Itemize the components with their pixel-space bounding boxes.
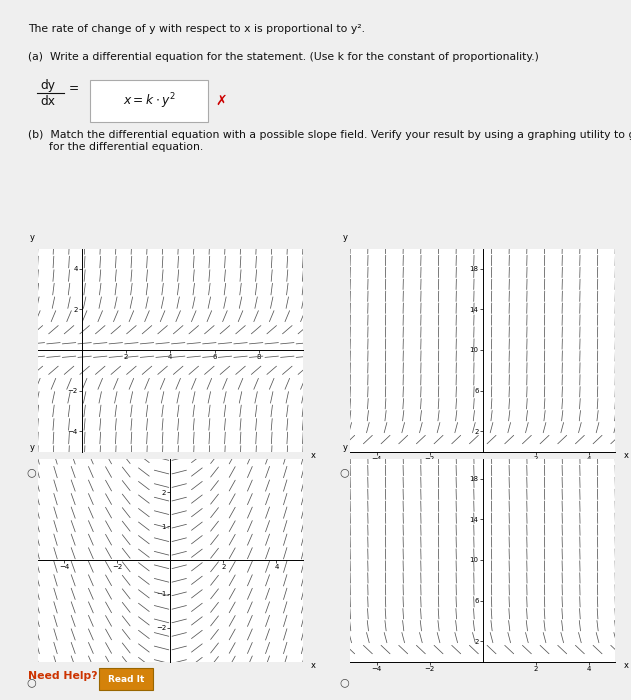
Text: ○: ○ [27,468,37,477]
Text: ○: ○ [339,678,349,687]
X-axis label: x: x [623,662,628,671]
Text: ○: ○ [339,468,349,477]
Y-axis label: y: y [343,443,348,452]
Y-axis label: y: y [343,233,348,242]
Text: The rate of change of y with respect to x is proportional to y².: The rate of change of y with respect to … [28,24,365,34]
Y-axis label: y: y [30,233,35,242]
Text: ○: ○ [27,678,37,687]
Text: dx: dx [40,94,55,108]
FancyBboxPatch shape [90,80,208,122]
FancyBboxPatch shape [99,668,153,690]
Text: Read It: Read It [108,675,144,684]
Text: (b)  Match the differential equation with a possible slope field. Verify your re: (b) Match the differential equation with… [28,130,631,152]
X-axis label: x: x [311,662,316,671]
X-axis label: x: x [623,452,628,461]
Text: ✗: ✗ [216,94,227,108]
Text: $x = k \cdot y^2$: $x = k \cdot y^2$ [122,92,175,111]
Text: dy: dy [40,79,55,92]
Text: =: = [68,83,78,95]
Y-axis label: y: y [30,443,35,452]
Text: Need Help?: Need Help? [28,671,97,680]
X-axis label: x: x [311,452,316,461]
Text: (a)  Write a differential equation for the statement. (Use k for the constant of: (a) Write a differential equation for th… [28,52,539,62]
